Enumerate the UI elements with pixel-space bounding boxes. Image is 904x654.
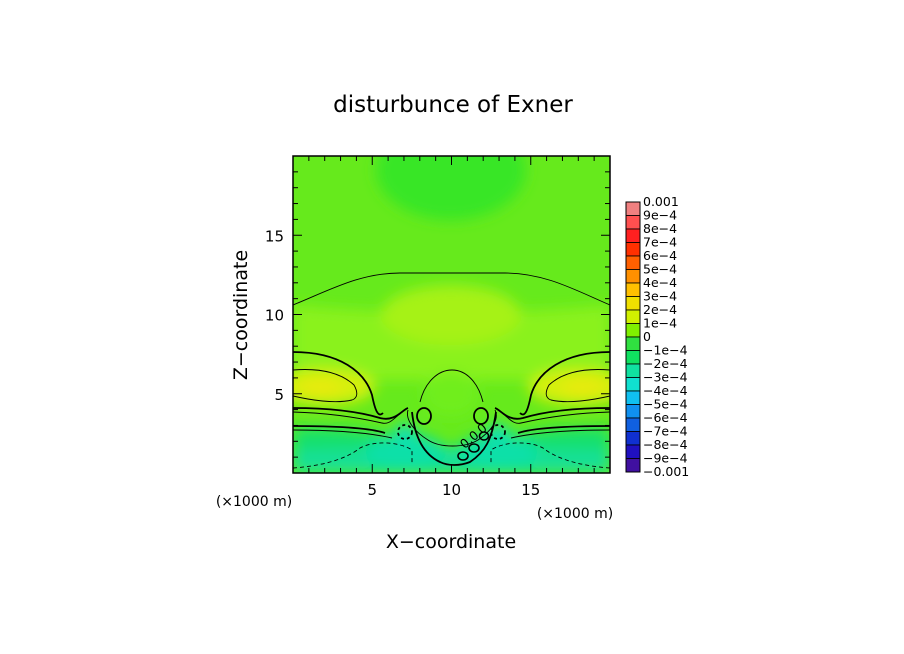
colorbar-swatch <box>625 215 641 230</box>
contour-line <box>411 411 497 466</box>
contour-line <box>478 431 490 441</box>
contour-line <box>494 407 610 420</box>
colorbar-labels: 0.0019e−48e−47e−46e−45e−44e−43e−42e−41e−… <box>643 194 689 479</box>
contour-line <box>473 407 489 425</box>
colorbar-swatch <box>625 282 641 297</box>
colorbar-swatch <box>625 458 641 473</box>
colorbar-label: −1e−4 <box>643 343 688 358</box>
contour-line <box>517 425 610 434</box>
plot-area: 0.00 <box>293 156 610 473</box>
contour-line <box>293 425 386 434</box>
colorbar-swatch <box>625 242 641 257</box>
colorbar-frame <box>625 201 641 473</box>
colorbar-label: 4e−4 <box>643 275 677 290</box>
colorbar-swatch <box>625 309 641 324</box>
y-axis-label: Z−coordinate <box>230 250 252 380</box>
contour-lines <box>293 272 610 469</box>
colorbar-label: −5e−4 <box>643 397 688 412</box>
contour-line <box>293 407 409 420</box>
contour-line <box>545 369 610 403</box>
colorbar-swatch <box>625 417 641 432</box>
colorbar-swatch <box>625 255 641 270</box>
colorbar-swatch <box>625 390 641 405</box>
colorbar-label: 9e−4 <box>643 208 677 223</box>
colorbar-label: 2e−4 <box>643 302 677 317</box>
colorbar-label: 8e−4 <box>643 221 677 236</box>
colorbar-swatch <box>625 363 641 378</box>
y-tick-label: 15 <box>265 227 284 245</box>
colorbar-swatch <box>625 228 641 243</box>
chart-title: disturbunce of Exner <box>333 92 573 118</box>
colorbar-swatch <box>625 201 641 216</box>
contour-line <box>519 351 610 416</box>
contour-line <box>416 407 432 425</box>
axis-ticks <box>293 156 610 473</box>
x-tick-label: 10 <box>442 481 461 499</box>
contour-line <box>468 443 480 453</box>
colorbar-label: −9e−4 <box>643 451 688 466</box>
contour-line <box>490 424 506 440</box>
colorbar-label: −6e−4 <box>643 410 688 425</box>
contour-line <box>293 351 384 416</box>
colorbar-swatch <box>625 296 641 311</box>
contour-line <box>419 369 484 403</box>
contour-line <box>510 429 610 439</box>
colorbar-swatch <box>625 404 641 419</box>
colorbar-label: 7e−4 <box>643 235 677 250</box>
contour-line <box>502 411 610 424</box>
colorbar-label: −3e−4 <box>643 370 688 385</box>
colorbar-label: 0 <box>643 329 651 344</box>
colorbar-label: −8e−4 <box>643 437 688 452</box>
colorbar-label: −4e−4 <box>643 383 688 398</box>
colorbar-label: 5e−4 <box>643 262 677 277</box>
x-unit-label-left: (×1000 m) <box>216 494 292 510</box>
colorbar-label: −7e−4 <box>643 424 688 439</box>
colorbar-label: −0.001 <box>643 464 689 479</box>
colorbar-swatch <box>625 269 641 284</box>
colorbar-label: 0.001 <box>643 194 679 209</box>
contour-line <box>293 429 393 439</box>
colorbar-label: 3e−4 <box>643 289 677 304</box>
x-axis-label: X−coordinate <box>386 531 516 553</box>
colorbar-swatch <box>625 377 641 392</box>
x-unit-label-right: (×1000 m) <box>537 506 613 522</box>
colorbar-swatch <box>625 336 641 351</box>
contour-line <box>293 369 358 403</box>
contour-line <box>397 424 413 440</box>
axis-tick-labels: 5 10 15 5 10 15 <box>265 227 540 499</box>
x-tick-label: 5 <box>367 481 377 499</box>
colorbar-label: 6e−4 <box>643 248 677 263</box>
colorbar <box>625 201 641 473</box>
contour-line <box>490 442 610 469</box>
x-tick-label: 15 <box>521 481 540 499</box>
colorbar-swatch <box>625 431 641 446</box>
y-tick-label: 10 <box>265 307 284 325</box>
colorbar-swatch <box>625 350 641 365</box>
contour-line <box>293 442 413 469</box>
colorbar-label: −2e−4 <box>643 356 688 371</box>
y-tick-label: 5 <box>274 386 284 404</box>
colorbar-swatch <box>625 323 641 338</box>
contour-line <box>293 272 610 306</box>
contour-line <box>293 411 401 424</box>
contour-line <box>457 451 469 461</box>
colorbar-swatch <box>625 444 641 459</box>
colorbar-label: 1e−4 <box>643 316 677 331</box>
